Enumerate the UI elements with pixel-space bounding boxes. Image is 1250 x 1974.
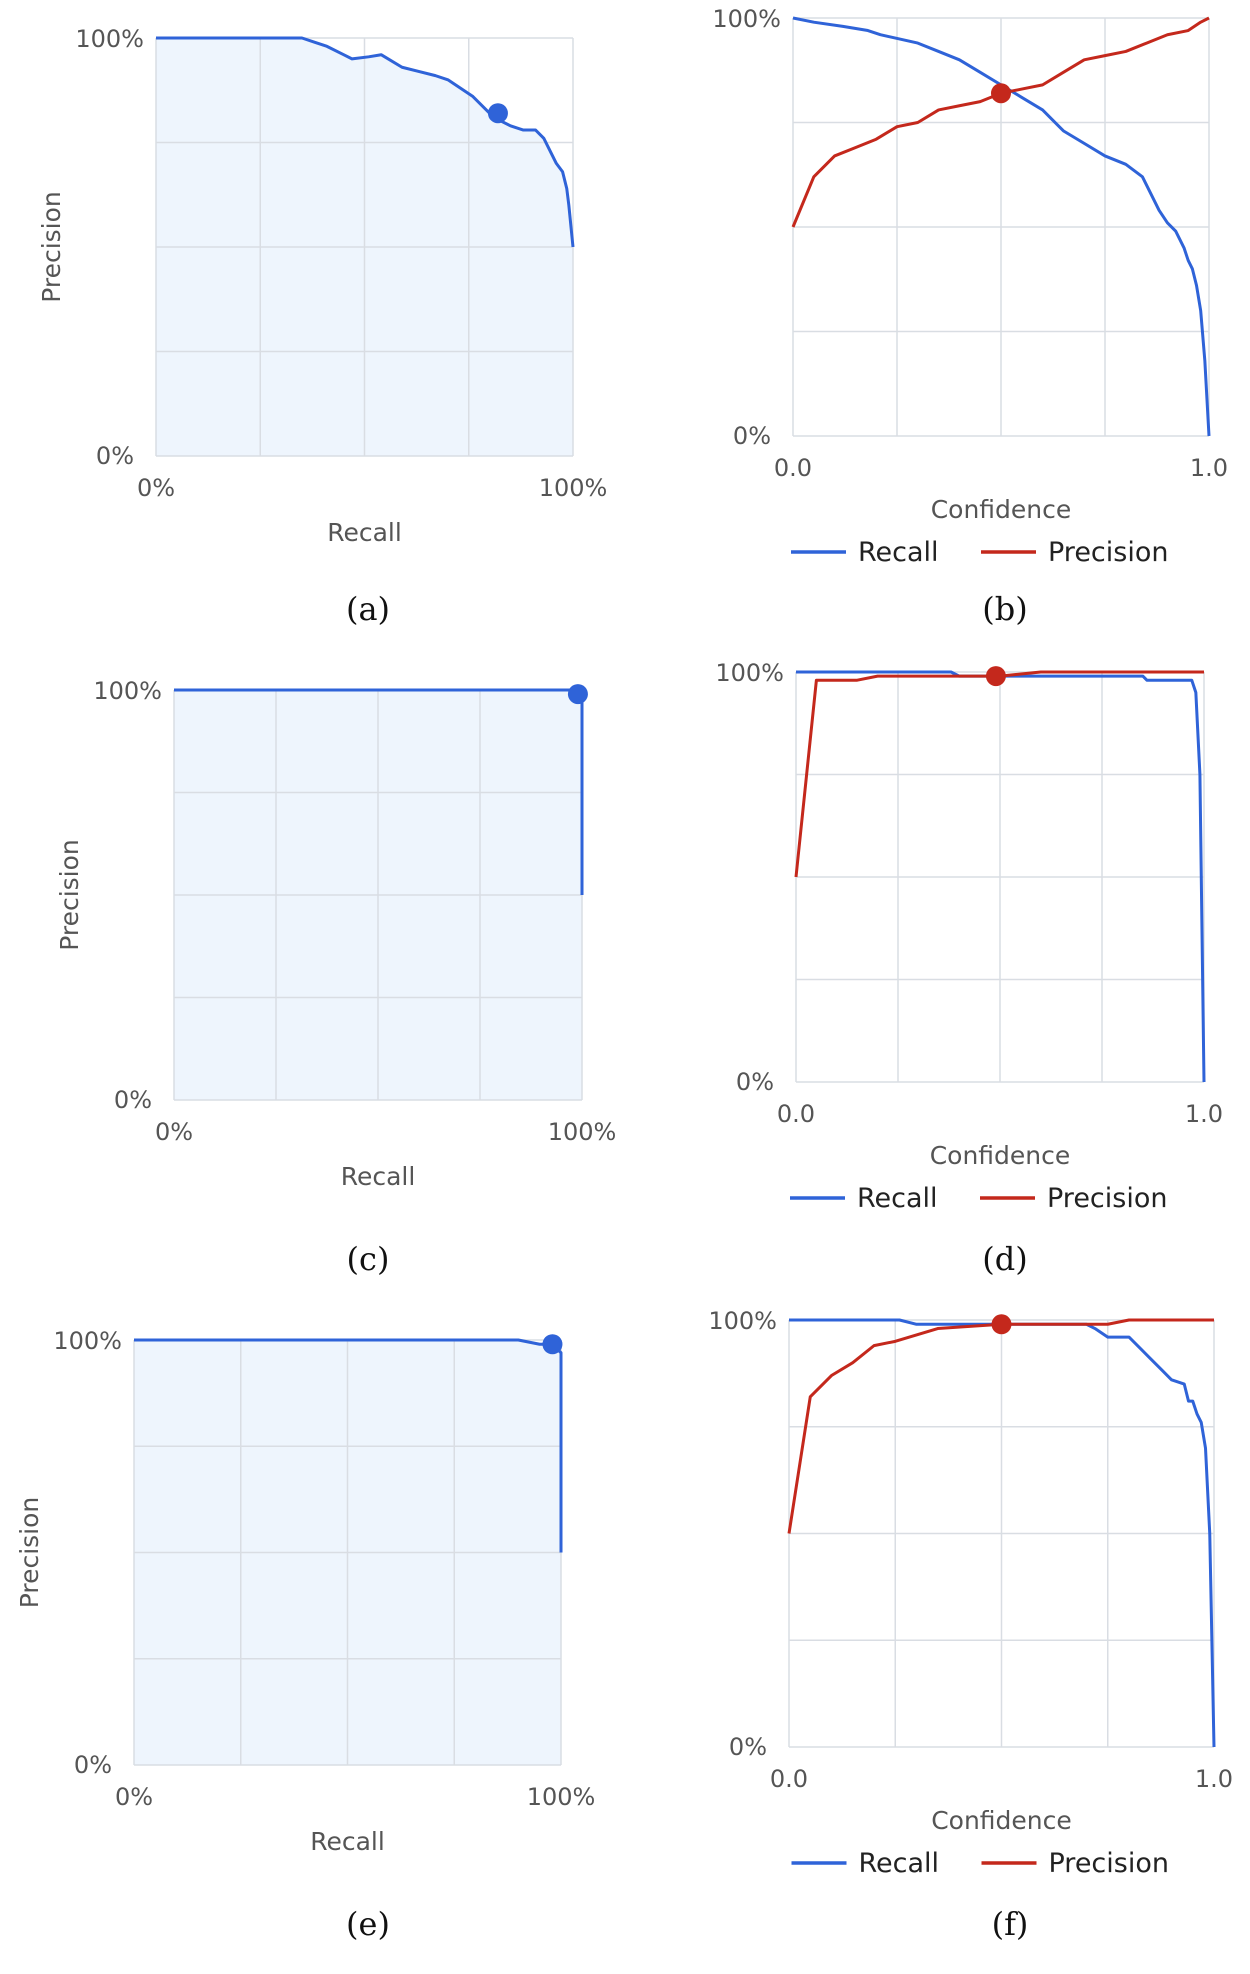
legend-label-precision: Precision: [1048, 537, 1168, 568]
legend-label-recall: Recall: [857, 1183, 938, 1214]
legend: Recall Precision: [790, 1183, 1167, 1214]
y-tick-label: 0%: [733, 422, 771, 450]
x-axis-label: Recall: [310, 1827, 385, 1856]
legend-label-recall: Recall: [858, 537, 939, 568]
legend: Recall Precision: [791, 537, 1168, 568]
x-tick-label: 100%: [548, 1118, 617, 1146]
y-tick-label: 100%: [708, 1307, 777, 1335]
x-tick-label: 0.0: [777, 1100, 815, 1128]
x-tick-label: 0.0: [770, 1765, 808, 1793]
subfigure-caption: (c): [347, 1240, 390, 1278]
series-line-recall: [792, 16, 1211, 437]
threshold-marker[interactable]: [567, 684, 588, 705]
grid: [788, 1319, 1215, 1748]
series-line-precision: [794, 670, 1204, 878]
series-line-precision: [787, 1318, 1214, 1534]
legend: Recall Precision: [791, 1848, 1169, 1879]
x-tick-label: 100%: [527, 1783, 596, 1811]
y-tick-label: 0%: [729, 1733, 767, 1761]
y-axis-label: Precision: [37, 191, 66, 303]
x-tick-label: 0%: [115, 1783, 153, 1811]
x-tick-label: 1.0: [1190, 454, 1228, 482]
legend-label-precision: Precision: [1047, 1183, 1167, 1214]
y-tick-label: 0%: [74, 1751, 112, 1779]
chart-5: 100% 0%0% 100% Recall Precision (e): [15, 1327, 595, 1943]
threshold-marker[interactable]: [487, 103, 508, 124]
y-tick-label: 100%: [712, 5, 781, 33]
x-tick-label: 100%: [539, 474, 608, 502]
y-axis-label: Precision: [15, 1497, 44, 1609]
y-tick-label: 0%: [736, 1068, 774, 1096]
y-axis-label: Precision: [55, 839, 84, 951]
series-line-precision: [791, 16, 1210, 228]
chart-6: 100% 0%0.0 1.0 Confidence Recall Precision (f): [708, 1307, 1233, 1943]
threshold-marker[interactable]: [991, 83, 1011, 104]
x-axis-label: Recall: [327, 518, 402, 547]
x-tick-label: 0.0: [774, 454, 812, 482]
threshold-marker[interactable]: [542, 1334, 563, 1355]
series-line-recall: [796, 670, 1206, 1083]
grid: [795, 671, 1205, 1083]
legend-label-precision: Precision: [1049, 1848, 1169, 1879]
grid: [792, 17, 1210, 437]
x-tick-label: 1.0: [1195, 1765, 1233, 1793]
chart-2: 100% 0%0.0 1.0 Confidence Recall Precision (b): [712, 5, 1228, 628]
chart-1: 100% 0%0% 100% Recall Precision (a): [37, 25, 607, 628]
chart-3: 100% 0%0% 100% Recall Precision (c): [55, 677, 616, 1278]
x-tick-label: 1.0: [1185, 1100, 1223, 1128]
subfigure-caption: (f): [992, 1905, 1029, 1943]
subfigure-caption: (a): [346, 590, 390, 628]
subfigure-caption: (d): [982, 1240, 1027, 1278]
y-tick-label: 100%: [93, 677, 162, 705]
x-tick-label: 0%: [155, 1118, 193, 1146]
x-tick-label: 0%: [137, 474, 175, 502]
x-axis-label: Confidence: [931, 495, 1072, 524]
x-axis-label: Confidence: [931, 1806, 1072, 1835]
x-axis-label: Confidence: [930, 1141, 1071, 1170]
subfigure-caption: (b): [982, 590, 1027, 628]
y-tick-label: 100%: [53, 1327, 122, 1355]
threshold-marker[interactable]: [985, 666, 1006, 687]
series-line-precision-recall: [156, 36, 575, 248]
y-tick-label: 0%: [96, 442, 134, 470]
y-tick-label: 100%: [75, 25, 144, 53]
x-axis-label: Recall: [341, 1162, 416, 1191]
subfigure-caption: (e): [346, 1905, 390, 1943]
legend-label-recall: Recall: [859, 1848, 940, 1879]
chart-4: 100% 0%0.0 1.0 Confidence Recall Precision (d): [715, 659, 1223, 1278]
threshold-marker[interactable]: [991, 1314, 1012, 1335]
y-tick-label: 100%: [715, 659, 784, 687]
y-tick-label: 0%: [114, 1086, 152, 1114]
